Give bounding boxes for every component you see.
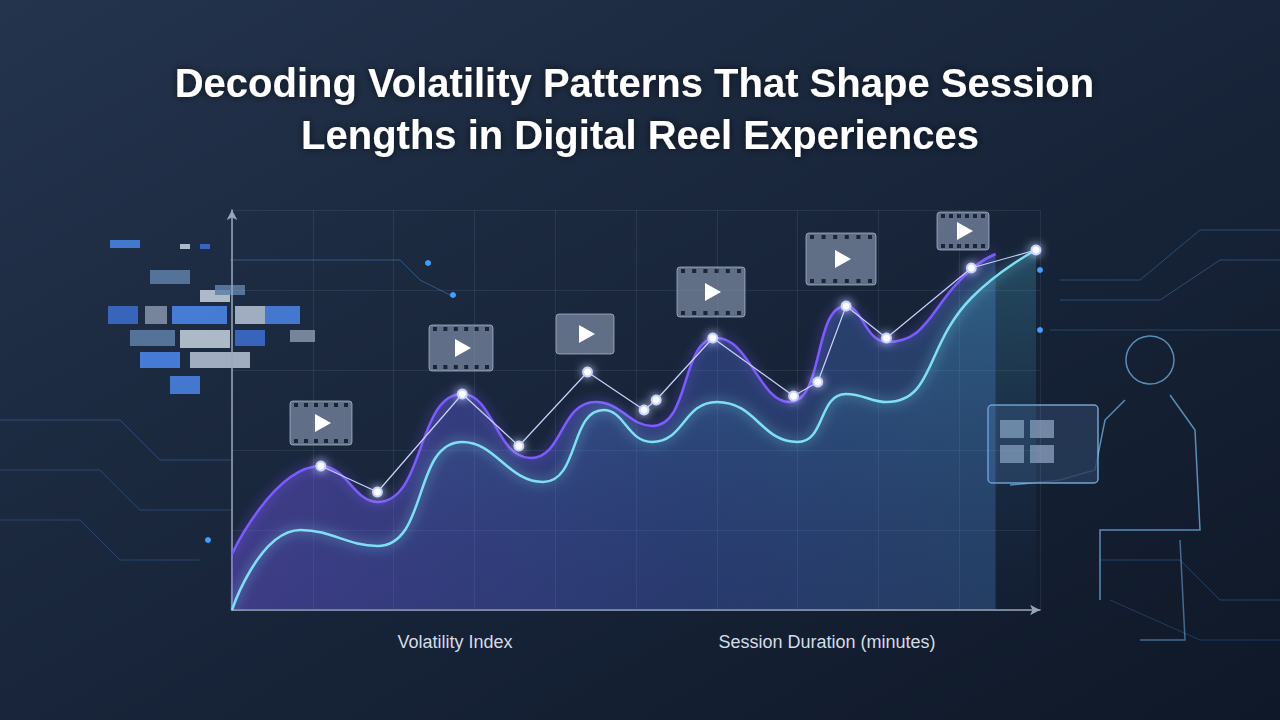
svg-text:Lengths in Digital Reel Experi: Lengths in Digital Reel Experiences [301, 113, 979, 157]
svg-text:Decoding Volatility Patterns T: Decoding Volatility Patterns That Shape … [175, 61, 1106, 105]
svg-text:Session Duration (minutes): Session Duration (minutes) [718, 632, 935, 652]
svg-text:Volatility Index: Volatility Index [397, 632, 512, 652]
